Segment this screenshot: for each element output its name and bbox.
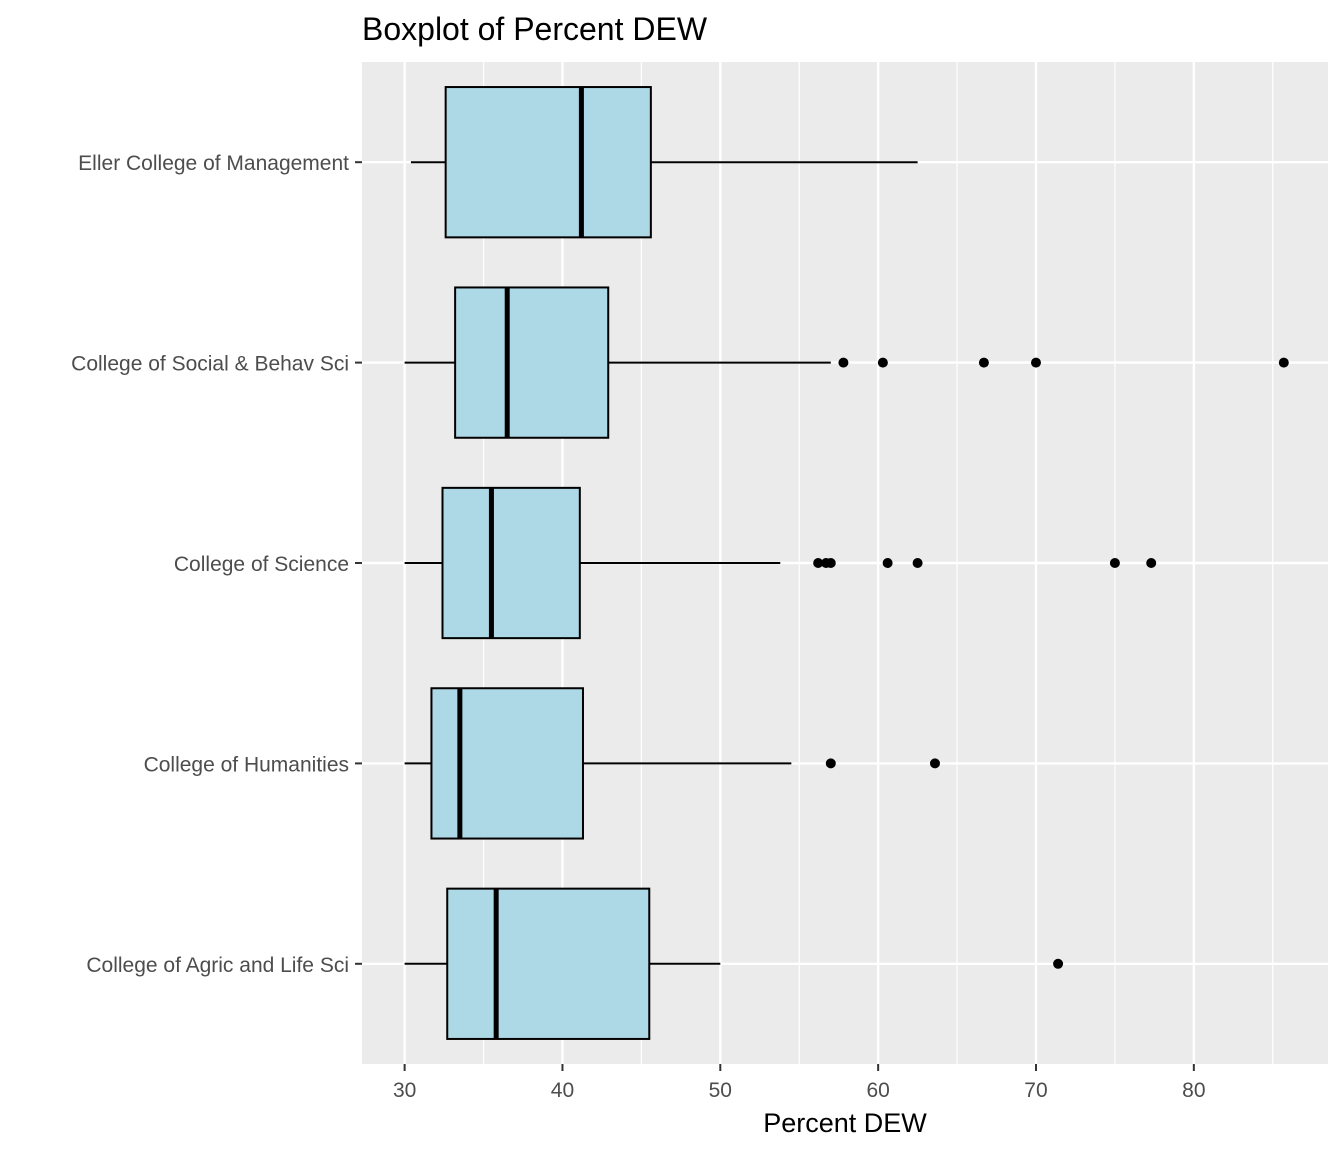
x-tick-label: 80 (1182, 1079, 1205, 1102)
x-tick-label: 50 (709, 1079, 732, 1102)
outlier-point (978, 357, 989, 368)
outlier-point (882, 558, 893, 568)
box-group (410, 86, 918, 239)
box (454, 286, 610, 439)
box-group (404, 486, 1157, 640)
y-category-label: College of Agric and Life Sci (86, 954, 349, 977)
box (444, 86, 652, 239)
outlier-point (1146, 558, 1157, 568)
outlier-point (838, 357, 849, 368)
box (441, 486, 581, 640)
x-tick-label: 60 (866, 1079, 889, 1102)
x-tick-label: 40 (551, 1079, 574, 1102)
x-axis-title: Percent DEW (763, 1108, 927, 1138)
boxes (404, 86, 1289, 1040)
x-tick-label: 30 (393, 1079, 416, 1102)
x-tick-label: 70 (1024, 1079, 1047, 1102)
y-category-label: College of Humanities (144, 753, 349, 776)
box-group (404, 687, 940, 840)
box-group (404, 887, 1064, 1040)
box (446, 887, 651, 1040)
outlier-point (1030, 357, 1041, 368)
box-group (404, 286, 1289, 439)
outlier-point (1109, 558, 1120, 568)
y-category-label: College of Science (174, 553, 349, 576)
x-axis: 30 40 50 60 70 80 (393, 1064, 1206, 1102)
outlier-point (877, 357, 888, 368)
outlier-point (825, 758, 836, 769)
outlier-point (825, 558, 836, 568)
y-category-label: College of Social & Behav Sci (71, 353, 349, 376)
chart-title: Boxplot of Percent DEW (362, 11, 708, 47)
outlier-point (1278, 357, 1289, 368)
y-category-label: Eller College of Management (78, 152, 349, 175)
outlier-point (912, 558, 923, 568)
box (430, 687, 584, 840)
outlier-point (1053, 958, 1064, 969)
y-axis: Eller College of Management College of So… (71, 152, 362, 977)
outlier-point (929, 758, 940, 769)
outlier-point (813, 558, 824, 568)
